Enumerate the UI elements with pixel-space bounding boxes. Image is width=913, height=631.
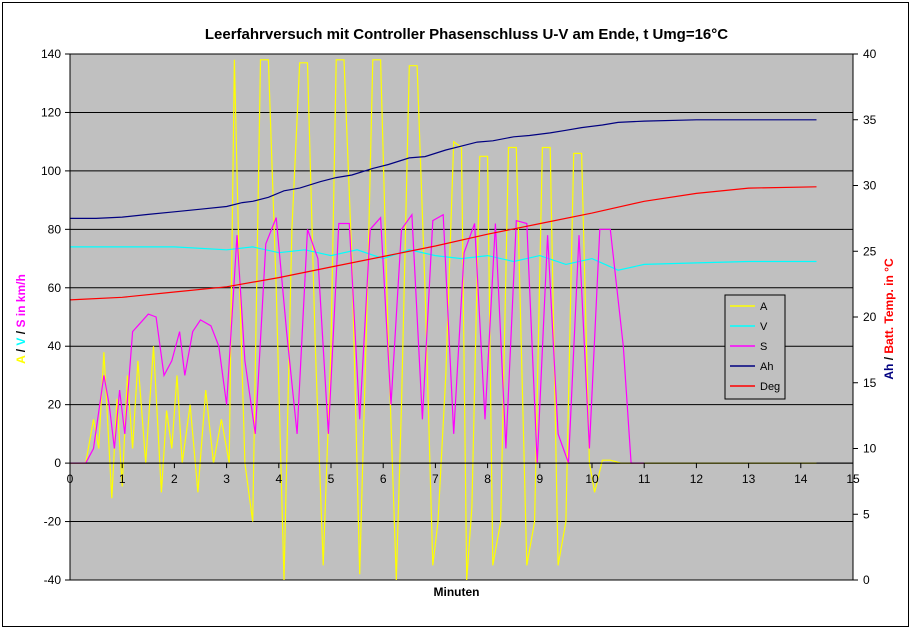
y-left-tick-label: 0	[54, 456, 61, 470]
axis-label-part: Batt. Temp. in °C	[882, 258, 896, 354]
y-right-tick-label: 0	[863, 573, 870, 587]
y-axis-right-label: Ah / Batt. Temp. in °C	[882, 258, 896, 380]
y-left-tick-label: -40	[44, 573, 62, 587]
axis-label-part: /	[882, 354, 896, 364]
x-tick-label: 7	[432, 472, 439, 486]
legend: AVS Ah Deg	[724, 294, 786, 400]
legend-box	[724, 294, 786, 400]
plot-area	[69, 53, 854, 581]
x-tick-label: 12	[690, 472, 704, 486]
axis-label-part: /	[14, 328, 28, 338]
axis-label-part: A	[14, 355, 28, 364]
x-tick-label: 9	[536, 472, 543, 486]
y-left-tick-label: 20	[48, 398, 62, 412]
x-axis-label: Minuten	[434, 585, 480, 599]
y-right-tick-label: 30	[863, 179, 877, 193]
axis-label-part: V	[14, 338, 28, 346]
y-right-tick-label: 20	[863, 310, 877, 324]
x-tick-label: 8	[484, 472, 491, 486]
y-axis-left-label: A / V / S in km/h	[14, 274, 28, 364]
legend-label: Ah	[760, 361, 773, 373]
x-tick-label: 6	[380, 472, 387, 486]
x-tick-label: 11	[638, 472, 651, 486]
chart-title: Leerfahrversuch mit Controller Phasensch…	[205, 26, 728, 43]
y-left-tick-label: 60	[48, 281, 62, 295]
x-tick-label: 5	[328, 472, 335, 486]
y-left-tick-label: -20	[44, 515, 62, 529]
axes: 0 1 2 3 4 5 6 7 8 9 10 11 12 13 14 15-40-20020406080100…	[41, 47, 877, 587]
y-left-tick-label: 120	[41, 105, 61, 119]
x-tick-label: 13	[742, 472, 756, 486]
y-left-tick-label: 80	[48, 222, 62, 236]
y-right-tick-label: 35	[863, 113, 877, 127]
y-left-tick-label: 140	[41, 47, 61, 61]
gridlines	[70, 53, 853, 581]
series-line-deg	[69, 186, 817, 301]
x-tick-label: 14	[794, 472, 808, 486]
x-tick-label: 0	[67, 472, 74, 486]
y-right-tick-label: 40	[863, 47, 877, 61]
legend-label: V	[760, 321, 768, 333]
y-right-tick-label: 10	[863, 442, 877, 456]
axis-label-part: S in km/h	[14, 274, 28, 327]
legend-label: A	[760, 301, 768, 313]
axis-label-part: /	[14, 346, 28, 356]
legend-label: S	[760, 341, 767, 353]
y-left-tick-label: 100	[41, 164, 61, 178]
x-tick-label: 1	[119, 472, 126, 486]
legend-label: Deg	[760, 381, 780, 393]
y-right-tick-label: 25	[863, 244, 877, 258]
axis-label-part: Ah	[882, 364, 896, 380]
x-tick-label: 4	[275, 472, 282, 486]
series-line-v	[70, 246, 817, 271]
y-right-tick-label: 15	[863, 376, 877, 390]
series-layer	[69, 59, 817, 581]
y-right-tick-label: 5	[863, 507, 870, 521]
x-tick-label: 15	[846, 472, 860, 486]
x-tick-label: 2	[171, 472, 178, 486]
x-tick-label: 10	[585, 472, 599, 486]
series-line-ah	[70, 119, 817, 219]
chart-svg: 0 1 2 3 4 5 6 7 8 9 10 11 12 13 14 15-40-20020406080100…	[14, 26, 896, 599]
y-left-tick-label: 40	[48, 339, 62, 353]
x-tick-label: 3	[223, 472, 230, 486]
